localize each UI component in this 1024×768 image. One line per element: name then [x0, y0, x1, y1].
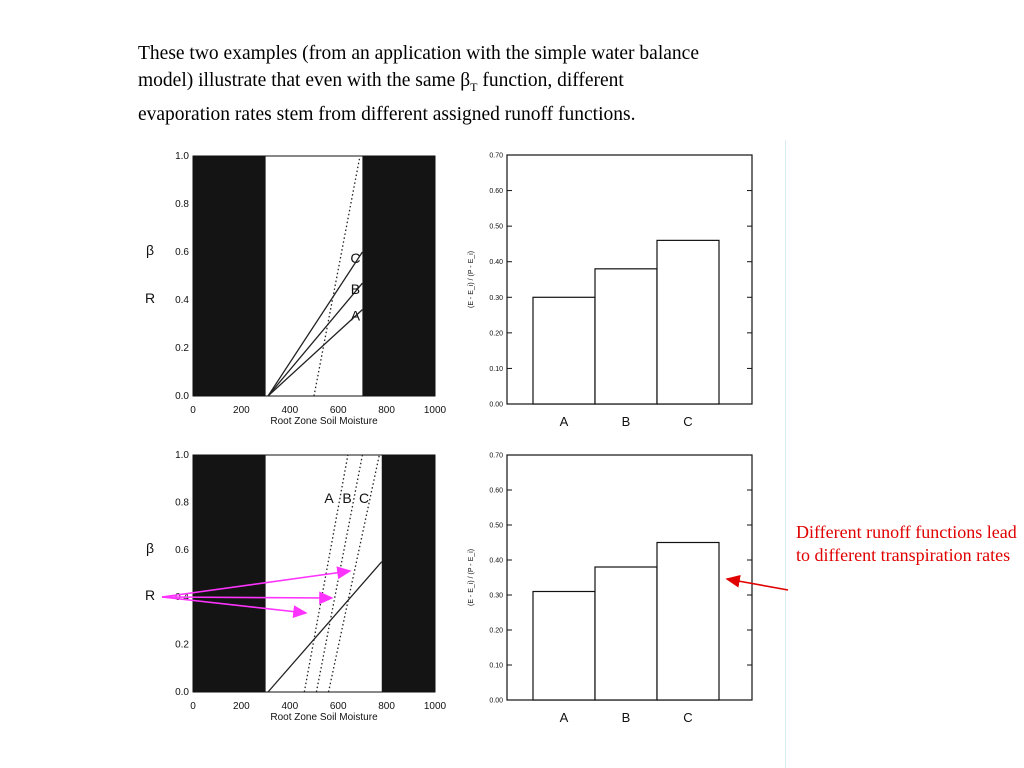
series-label-a: A	[324, 490, 334, 506]
y-tick-label: 0.60	[489, 188, 503, 195]
x-tick-label: 200	[233, 405, 250, 416]
intro-line-1: These two examples (from an application …	[138, 43, 699, 64]
y-tick-label: 0.2	[175, 640, 189, 651]
series-line-c	[327, 454, 380, 693]
y-tick-label: 0.20	[489, 330, 503, 337]
x-tick-label: 1000	[424, 701, 447, 712]
y-tick-label: 0.60	[489, 488, 503, 495]
y-tick-label: 0.6	[175, 247, 189, 258]
beta-line	[267, 561, 383, 693]
y-tick-label: 1.0	[175, 450, 189, 461]
red-arrow	[725, 574, 789, 591]
y-tick-label: 0.30	[489, 593, 503, 600]
category-label-b: B	[622, 414, 631, 429]
intro-text: These two examples (from an application …	[138, 40, 818, 128]
divider-line	[785, 140, 786, 768]
y-symbol-beta: β	[146, 242, 154, 258]
category-label-c: C	[683, 710, 692, 725]
x-tick-label: 1000	[424, 405, 447, 416]
magenta-arrow	[161, 566, 352, 598]
y-axis-label: (E - E_i) / (P - E_i)	[468, 549, 475, 606]
series-label-b: B	[342, 490, 351, 506]
series-label-c: C	[359, 490, 369, 506]
series-label-a: A	[351, 308, 361, 324]
x-axis-label: Root Zone Soil Moisture	[270, 416, 378, 427]
y-tick-label: 0.8	[175, 497, 189, 508]
y-tick-label: 0.30	[489, 295, 503, 302]
bar-b	[594, 268, 658, 405]
y-tick-label: 0.40	[489, 558, 503, 565]
y-tick-label: 0.70	[489, 153, 503, 160]
bar-a	[532, 590, 596, 701]
intro-line-3: evaporation rates stem from different as…	[138, 103, 636, 125]
category-label-a: A	[560, 710, 569, 725]
bar-b	[594, 566, 658, 701]
y-tick-label: 0.8	[175, 199, 189, 210]
magenta-arrow	[161, 591, 334, 605]
y-tick-label: 0.50	[489, 523, 503, 530]
series-line-c	[267, 251, 363, 397]
x-tick-label: 400	[281, 701, 298, 712]
shaded-region	[362, 156, 435, 396]
bar-c	[656, 541, 720, 701]
y-tick-label: 0.4	[175, 295, 189, 306]
x-tick-label: 0	[190, 405, 196, 416]
x-tick-label: 600	[330, 405, 347, 416]
bar-a	[532, 296, 596, 405]
shaded-region	[193, 156, 266, 396]
beta-symbol: β	[460, 70, 471, 91]
y-tick-label: 0.2	[175, 343, 189, 354]
y-tick-label: 0.20	[489, 628, 503, 635]
y-symbol-beta: β	[146, 540, 154, 556]
series-line-a	[267, 309, 363, 397]
magenta-arrow	[161, 596, 308, 618]
x-tick-label: 400	[281, 405, 298, 416]
y-symbol-r: R	[145, 290, 155, 306]
series-label-c: C	[350, 250, 360, 266]
y-tick-label: 0.50	[489, 224, 503, 231]
category-label-c: C	[683, 414, 692, 429]
x-tick-label: 600	[330, 701, 347, 712]
y-axis-label: (E - E_i) / (P - E_i)	[468, 251, 475, 308]
x-tick-label: 0	[190, 701, 196, 712]
intro-line-2: model) illustrate that even with the sam…	[138, 67, 818, 101]
x-tick-label: 800	[378, 405, 395, 416]
y-tick-label: 0.0	[175, 687, 189, 698]
bar-c	[656, 239, 720, 405]
y-tick-label: 0.6	[175, 545, 189, 556]
series-line-b	[267, 282, 363, 397]
x-tick-label: 200	[233, 701, 250, 712]
y-tick-label: 0.10	[489, 663, 503, 670]
y-tick-label: 0.00	[489, 698, 503, 705]
shaded-region	[193, 455, 266, 692]
y-symbol-r: R	[145, 587, 155, 603]
intro-line-2b: function, different	[477, 70, 624, 91]
annotation-note: Different runoff functions lead to diffe…	[796, 522, 1017, 565]
beta-line	[313, 155, 361, 397]
shaded-region	[381, 455, 435, 692]
intro-line-2a: model) illustrate that even with the sam…	[138, 70, 461, 91]
y-tick-label: 0.0	[175, 391, 189, 402]
category-label-a: A	[560, 414, 569, 429]
series-label-b: B	[351, 281, 360, 297]
plot-frame	[192, 454, 436, 693]
y-tick-label: 1.0	[175, 151, 189, 162]
y-tick-label: 0.10	[489, 366, 503, 373]
beta-subscript: T	[470, 79, 478, 94]
category-label-b: B	[622, 710, 631, 725]
y-tick-label: 0.00	[489, 402, 503, 409]
y-tick-label: 0.70	[489, 453, 503, 460]
y-tick-label: 0.40	[489, 259, 503, 266]
x-tick-label: 800	[378, 701, 395, 712]
x-axis-label: Root Zone Soil Moisture	[270, 712, 378, 723]
